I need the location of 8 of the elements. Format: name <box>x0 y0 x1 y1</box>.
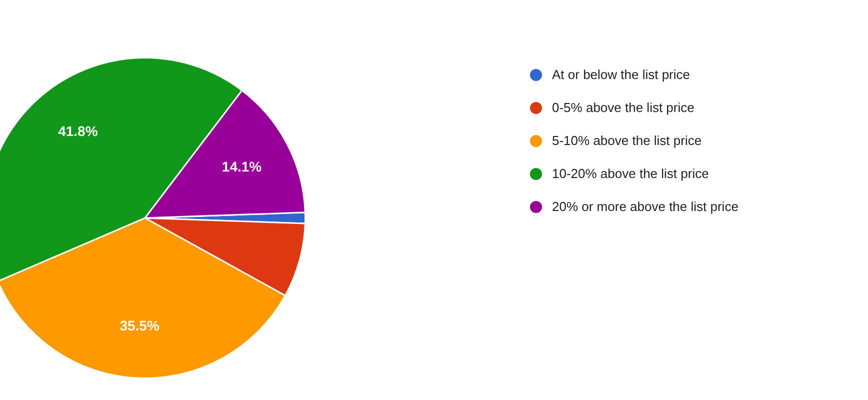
legend-label: 5-10% above the list price <box>552 133 702 148</box>
legend-label: 0-5% above the list price <box>552 100 694 115</box>
legend-label: At or below the list price <box>552 67 690 82</box>
legend-label: 20% or more above the list price <box>552 199 738 214</box>
data-label: 14.1% <box>222 158 262 175</box>
data-label: 41.8% <box>58 122 98 139</box>
data-label: 35.5% <box>120 318 160 334</box>
legend-label: 10-20% above the list price <box>552 166 709 181</box>
